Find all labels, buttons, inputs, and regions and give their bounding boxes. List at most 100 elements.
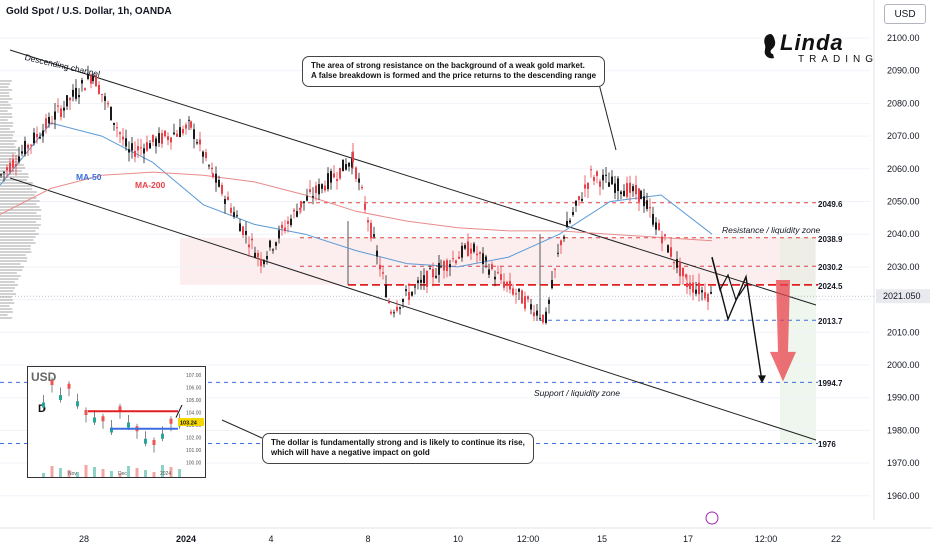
time-tick: 22 [831, 534, 841, 544]
candle-body [698, 282, 700, 295]
price-tick: 1990.00 [887, 393, 920, 403]
price-tick: 2000.00 [887, 360, 920, 370]
note-connector [221, 419, 263, 439]
candle-body [667, 245, 669, 253]
channel-lower [9, 177, 817, 441]
candle-body [87, 74, 89, 79]
candle-body [500, 274, 502, 280]
volume-bar [0, 308, 13, 310]
candle-body [110, 106, 112, 121]
candle-body [367, 220, 369, 223]
candle-body [122, 136, 124, 140]
moving-averages [0, 122, 713, 268]
inset-candle-body [93, 417, 96, 423]
candle-body [682, 267, 684, 277]
candle-body [78, 95, 80, 98]
inset-volume-bar [50, 466, 54, 477]
volume-bar [0, 146, 16, 148]
volume-bar [0, 248, 31, 250]
support-zone-label: Support / liquidity zone [534, 388, 620, 398]
candle-body [318, 184, 320, 195]
candle-body [710, 291, 712, 294]
candle-body [54, 111, 56, 120]
candle-body [233, 212, 235, 217]
dollar-note: The dollar is fundamentally strong and i… [262, 433, 534, 464]
candle-body [116, 127, 118, 129]
volume-profile [0, 80, 42, 319]
brand-logo: Linda TRADING [762, 30, 873, 74]
level-label: 2024.5 [818, 282, 843, 291]
volume-bar [0, 233, 39, 235]
candle-body [190, 121, 192, 128]
volume-bar [0, 167, 26, 169]
candle-body [635, 184, 637, 195]
candle-body [449, 264, 451, 268]
volume-bar [0, 209, 42, 211]
candle-body [411, 291, 413, 296]
current-price-badge [876, 289, 930, 304]
time-tick: 2024 [176, 534, 196, 544]
volume-bar [0, 269, 23, 271]
usd-inset-chart: USDD107.00106.00105.00104.00103.00102.00… [27, 366, 206, 478]
candle-body [321, 184, 323, 189]
candle-body [245, 231, 247, 235]
price-tick: 2090.00 [887, 66, 920, 76]
volume-bar [0, 296, 12, 298]
inset-timeframe: D [38, 403, 46, 415]
candle-body [638, 188, 640, 202]
volume-bar [0, 245, 31, 247]
candle-body [518, 288, 520, 292]
candle-body [212, 173, 214, 178]
candle-body [263, 260, 265, 265]
candle-body [176, 133, 178, 137]
candle-body [629, 182, 631, 193]
candle-body [254, 252, 256, 258]
volume-bar [0, 257, 28, 259]
candle-body [515, 293, 517, 295]
candle-body [137, 146, 139, 151]
lightning-icon [705, 511, 719, 525]
volume-bar [0, 173, 29, 175]
volume-bar [0, 293, 17, 295]
resistance-zone [180, 237, 815, 285]
price-tick: 1970.00 [887, 458, 920, 468]
candle-body [446, 260, 448, 272]
volume-bar [0, 272, 17, 274]
candle-body [336, 179, 338, 182]
volume-bar [0, 98, 13, 100]
inset-volume-bar [152, 472, 156, 477]
volume-bar [0, 161, 19, 163]
candle-body [440, 266, 442, 268]
price-tick: 2080.00 [887, 98, 920, 108]
candle-body [188, 119, 190, 121]
candle-body [581, 198, 583, 201]
candle-body [215, 173, 217, 183]
candle-body [309, 189, 311, 192]
candle-body [584, 184, 586, 189]
candle-body [417, 280, 419, 283]
chart-title: Gold Spot / U.S. Dollar, 1h, OANDA [6, 6, 172, 17]
volume-bar [0, 203, 37, 205]
candle-body [685, 274, 687, 278]
candle-body [632, 186, 634, 192]
candle-body [306, 196, 308, 201]
candle-body [230, 207, 232, 213]
currency-button[interactable]: USD [884, 4, 926, 24]
candle-body [509, 280, 511, 290]
volume-bar [0, 179, 28, 181]
projection-path [221, 79, 796, 439]
candle-body [260, 258, 262, 267]
price-tick: 2100.00 [887, 33, 920, 43]
volume-bar [0, 176, 29, 178]
price-tick: 2060.00 [887, 164, 920, 174]
volume-bar [0, 104, 11, 106]
candle-body [476, 253, 478, 256]
candle-body [587, 183, 589, 189]
candle-body [655, 222, 657, 230]
volume-bar [0, 83, 10, 85]
candle-body [527, 296, 529, 300]
inset-volume-bar [169, 467, 173, 477]
candle-body [281, 224, 283, 229]
candle-body [388, 301, 390, 303]
candle-body [664, 234, 666, 237]
